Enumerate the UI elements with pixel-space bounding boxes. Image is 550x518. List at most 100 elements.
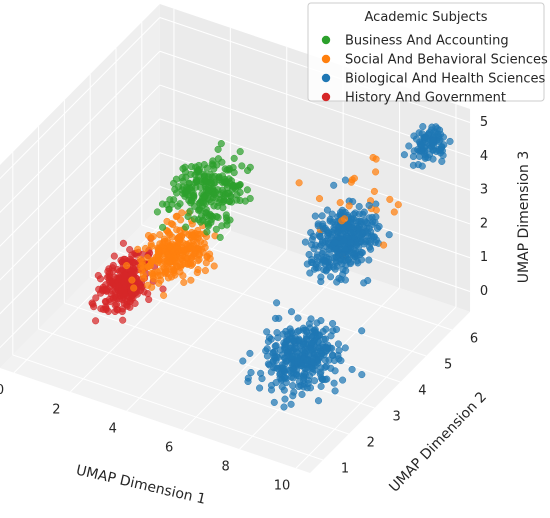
data-point (272, 357, 280, 365)
data-point (186, 184, 194, 192)
data-point (273, 299, 281, 307)
data-point (317, 382, 325, 390)
data-point (178, 209, 186, 217)
data-point (184, 212, 192, 221)
data-point (230, 154, 238, 162)
data-point (316, 352, 325, 360)
data-point (223, 217, 231, 225)
data-point (318, 212, 326, 220)
data-point (181, 192, 189, 200)
x-tick-label: 2 (52, 402, 60, 417)
data-point (298, 390, 306, 398)
data-point (120, 289, 128, 297)
data-point (420, 133, 428, 141)
data-point (330, 379, 338, 387)
data-point (339, 270, 347, 278)
data-point (128, 276, 136, 284)
data-point (139, 271, 147, 279)
data-point (335, 355, 343, 363)
data-point (92, 317, 100, 325)
data-point (309, 232, 317, 240)
data-point (244, 166, 252, 175)
data-point (304, 356, 312, 365)
data-point (88, 299, 96, 307)
data-point (104, 267, 112, 275)
data-point (212, 188, 220, 196)
data-point (355, 210, 363, 218)
data-point (409, 161, 417, 169)
data-point (201, 243, 209, 251)
data-point (278, 375, 286, 383)
data-point (212, 194, 220, 202)
data-point (126, 297, 134, 306)
data-point (209, 157, 217, 165)
data-point (323, 344, 331, 352)
y-tick-label: 4 (418, 383, 426, 398)
data-point (311, 326, 319, 334)
data-point (422, 153, 430, 161)
data-point (307, 315, 315, 323)
data-point (92, 294, 100, 302)
data-point (326, 215, 334, 223)
data-point (181, 163, 189, 171)
legend-label: Biological And Health Sciences (345, 72, 546, 87)
data-point (278, 364, 286, 372)
data-point (341, 276, 349, 284)
data-point (299, 347, 307, 355)
data-point (317, 278, 325, 286)
data-point (169, 258, 177, 266)
data-point (303, 260, 311, 268)
data-point (341, 245, 349, 253)
y-axis-label: UMAP Dimension 2 (386, 389, 490, 495)
data-point (429, 155, 437, 163)
data-point (134, 245, 142, 253)
data-point (187, 163, 196, 171)
data-point (203, 186, 211, 194)
data-point (176, 232, 184, 241)
data-point (212, 225, 220, 233)
data-point (372, 206, 380, 214)
data-point (265, 333, 273, 342)
z-tick-label: 1 (480, 250, 488, 265)
data-point (166, 242, 174, 250)
data-point (321, 335, 329, 343)
data-point (182, 254, 190, 262)
data-point (110, 252, 118, 260)
data-point (238, 162, 246, 170)
x-tick-label: 10 (274, 479, 291, 494)
data-point (434, 130, 442, 138)
data-point (225, 165, 233, 173)
data-point (371, 218, 379, 226)
y-tick-label: 2 (367, 435, 375, 450)
data-point (256, 384, 264, 392)
data-point (280, 403, 288, 411)
data-point (289, 382, 297, 390)
data-point (348, 249, 356, 257)
data-point (210, 262, 218, 270)
data-point (246, 349, 254, 357)
grid-line-z (0, 186, 161, 349)
data-point (327, 332, 335, 340)
grid-line-z (0, 152, 161, 315)
data-point (373, 224, 382, 232)
data-point (394, 201, 402, 209)
data-point (390, 208, 398, 216)
data-point (340, 215, 349, 223)
data-point (205, 196, 213, 204)
data-point (121, 271, 129, 279)
data-point (192, 178, 200, 186)
data-point (329, 351, 337, 360)
data-point (414, 146, 422, 154)
data-point (263, 328, 271, 336)
data-point (332, 325, 341, 333)
data-point (386, 195, 394, 203)
data-point (210, 165, 218, 173)
data-point (160, 291, 168, 299)
data-point (348, 176, 356, 184)
data-point (186, 259, 195, 267)
x-tick-label: 8 (221, 460, 229, 475)
legend-items: Business And Accounting Social And Behavi… (321, 34, 548, 106)
data-point (322, 325, 330, 333)
